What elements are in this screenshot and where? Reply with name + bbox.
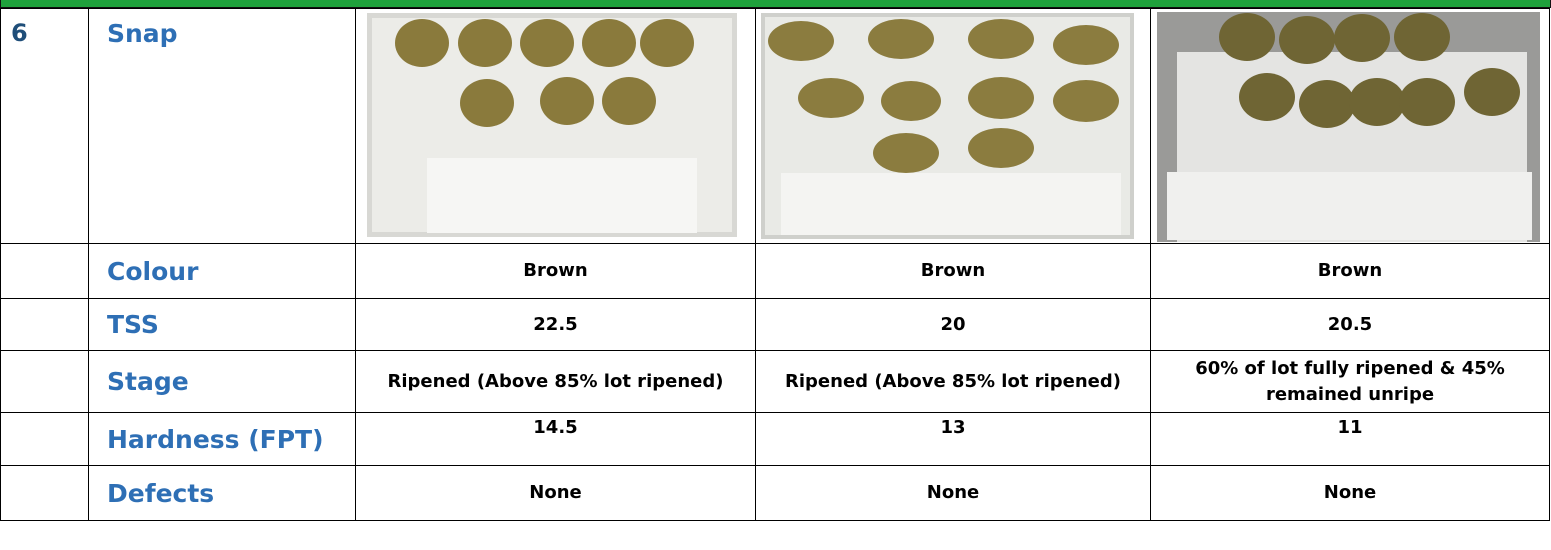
photo (367, 13, 737, 237)
photo-cell (1151, 9, 1550, 244)
value-cell: 13 (756, 413, 1151, 466)
row-label: Snap (89, 9, 356, 244)
header-bar (0, 0, 1551, 8)
row-number (1, 413, 89, 466)
row-number: 6 (1, 9, 89, 244)
row-number (1, 466, 89, 521)
value-cell: 11 (1151, 413, 1550, 466)
row-number (1, 351, 89, 413)
row-label: Hardness (FPT) (89, 413, 356, 466)
photo-cell (356, 9, 756, 244)
value-cell: 22.5 (356, 299, 756, 351)
value-cell: Ripened (Above 85% lot ripened) (756, 351, 1151, 413)
value-cell: Brown (1151, 244, 1550, 299)
row-label: Defects (89, 466, 356, 521)
value-cell: None (1151, 466, 1550, 521)
row-label: Stage (89, 351, 356, 413)
value-cell: Brown (756, 244, 1151, 299)
value-cell: None (356, 466, 756, 521)
photo (761, 13, 1134, 239)
row-number (1, 244, 89, 299)
row-number (1, 299, 89, 351)
value-cell: 14.5 (356, 413, 756, 466)
value-cell: None (756, 466, 1151, 521)
photo-cell (756, 9, 1151, 244)
row-label: Colour (89, 244, 356, 299)
value-cell: Brown (356, 244, 756, 299)
value-cell: 60% of lot fully ripened & 45% remained … (1151, 351, 1550, 413)
value-cell: 20 (756, 299, 1151, 351)
value-cell: Ripened (Above 85% lot ripened) (356, 351, 756, 413)
page: 6 Snap ColourBrownBrownBrownTSS22.52020.… (0, 0, 1551, 550)
row-label: TSS (89, 299, 356, 351)
photo (1157, 12, 1540, 242)
row: 6 Snap (1, 9, 1550, 244)
value-cell: 20.5 (1151, 299, 1550, 351)
